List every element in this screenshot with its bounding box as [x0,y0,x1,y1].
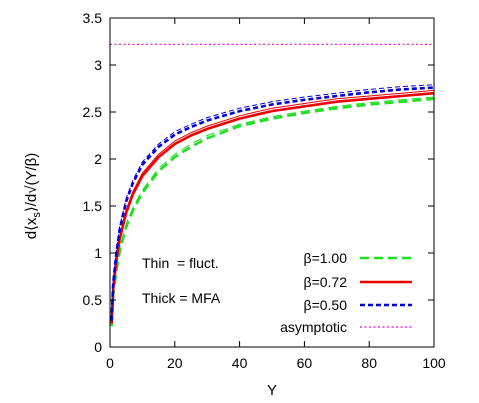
y-tick-label: 1.5 [83,198,103,214]
series-line-thick--0-72 [110,91,435,324]
x-tick-label: 40 [232,355,248,371]
annotation-thick: Thick = MFA [142,290,221,306]
annotation-thin: Thin = fluct. [142,255,219,271]
y-tick-label: 0.5 [83,292,103,308]
series-line-thin--1-00 [111,96,435,325]
x-tick-label: 0 [106,355,114,371]
axis-tick-labels: 0 20 40 60 80 100 0 0.5 1 1.5 2 2.5 3 3.5 [83,10,446,371]
legend: β=1.00 β=0.72 β=0.50 asymptotic [280,250,412,335]
series-line-thin--0-72 [111,89,435,322]
y-tick-label: 3 [94,57,102,73]
y-tick-label: 2.5 [83,104,103,120]
x-tick-label: 100 [422,355,446,371]
legend-label--0-50: β=0.50 [304,297,348,313]
y-axis-label: d⟨xs⟩/d√(Y/β) [23,153,43,240]
plot-lines [110,43,435,327]
y-tick-label: 2 [94,151,102,167]
x-tick-label: 20 [167,355,183,371]
series-line-thin--0-50 [111,84,435,319]
y-tick-label: 3.5 [83,10,103,26]
x-tick-label: 60 [297,355,313,371]
legend-label--0-72: β=0.72 [304,274,348,290]
legend-label-asymptotic: asymptotic [280,319,347,335]
axis-ticks [109,17,435,348]
x-axis-label: Y [267,382,277,399]
y-tick-label: 1 [94,245,102,261]
plot-frame [109,17,435,348]
legend-label--1-00: β=1.00 [304,250,348,266]
x-tick-label: 80 [361,355,377,371]
y-tick-label: 0 [94,339,102,355]
series-line-thick--0-50 [110,86,435,321]
